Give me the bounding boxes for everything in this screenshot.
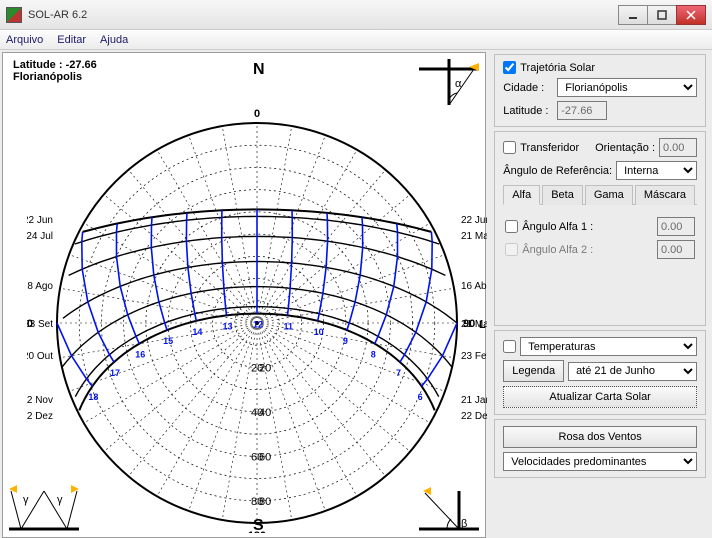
alfa1-field — [657, 217, 695, 236]
svg-text:7: 7 — [396, 368, 401, 378]
svg-text:21 Jan: 21 Jan — [461, 395, 487, 406]
svg-text:18: 18 — [88, 392, 98, 402]
cidade-select[interactable]: Florianópolis — [557, 78, 697, 97]
svg-text:6: 6 — [418, 392, 423, 402]
side-panel: Trajetória Solar Cidade : Florianópolis … — [488, 50, 712, 536]
svg-text:21 Mai: 21 Mai — [461, 231, 487, 242]
svg-text:20 Out: 20 Out — [27, 351, 53, 362]
svg-text:23 Fev: 23 Fev — [461, 351, 487, 362]
svg-text:11: 11 — [284, 321, 294, 331]
minimize-button[interactable] — [618, 5, 648, 25]
svg-text:17: 17 — [110, 368, 120, 378]
ang-ref-select[interactable]: Interna — [616, 161, 697, 180]
svg-text:22 Dez: 22 Dez — [27, 411, 53, 422]
solar-chart: 018090L270O20406080204060806789101112131… — [27, 93, 487, 533]
svg-text:180: 180 — [248, 530, 266, 533]
tab-mascara[interactable]: Máscara — [635, 185, 695, 205]
svg-text:24 Jul: 24 Jul — [27, 231, 53, 242]
titlebar: SOL-AR 6.2 — [0, 0, 712, 30]
svg-text:23 Set: 23 Set — [27, 319, 53, 330]
svg-text:21 Mar: 21 Mar — [461, 319, 487, 330]
legenda-select[interactable]: até 21 de Junho — [568, 362, 697, 381]
group-ventos: Rosa dos Ventos Velocidades predominante… — [494, 419, 706, 478]
latitude-field — [557, 101, 607, 120]
menu-arquivo[interactable]: Arquivo — [6, 34, 43, 46]
temperaturas-select[interactable]: Temperaturas — [520, 337, 697, 356]
svg-text:10: 10 — [314, 327, 324, 337]
svg-text:13: 13 — [222, 321, 232, 331]
maximize-button[interactable] — [647, 5, 677, 25]
svg-text:22 Jun: 22 Jun — [461, 215, 487, 226]
chart-pane: Latitude : -27.66 Florianópolis N S α — [2, 52, 486, 538]
atualizar-button[interactable]: Atualizar Carta Solar — [503, 386, 697, 408]
temperaturas-checkbox[interactable] — [503, 340, 516, 353]
svg-text:9: 9 — [343, 336, 348, 346]
orientacao-label: Orientação : — [595, 142, 655, 154]
tab-beta[interactable]: Beta — [542, 185, 583, 205]
velocidades-select[interactable]: Velocidades predominantes — [503, 452, 697, 471]
menu-ajuda[interactable]: Ajuda — [100, 34, 128, 46]
alfa1-label: Ângulo Alfa 1 : — [522, 221, 653, 233]
tab-gama[interactable]: Gama — [585, 185, 633, 205]
close-button[interactable] — [676, 5, 706, 25]
svg-text:14: 14 — [192, 327, 202, 337]
svg-text:8: 8 — [371, 350, 376, 360]
alfa1-checkbox[interactable] — [505, 220, 518, 233]
svg-text:α: α — [455, 78, 462, 90]
window-buttons — [619, 5, 706, 25]
svg-text:40: 40 — [251, 407, 263, 419]
svg-text:12: 12 — [253, 320, 263, 330]
svg-text:22 Jun: 22 Jun — [27, 215, 53, 226]
orientacao-field — [659, 138, 697, 157]
svg-text:22 Nov: 22 Nov — [27, 395, 53, 406]
latitude-label: Latitude : — [503, 105, 553, 117]
group-temperaturas: Temperaturas Legenda até 21 de Junho Atu… — [494, 330, 706, 415]
svg-text:15: 15 — [163, 336, 173, 346]
svg-text:0: 0 — [254, 108, 260, 120]
window-title: SOL-AR 6.2 — [28, 9, 619, 21]
rosa-ventos-button[interactable]: Rosa dos Ventos — [503, 426, 697, 448]
svg-text:20: 20 — [251, 362, 263, 374]
app-icon — [6, 7, 22, 23]
transferidor-checkbox[interactable] — [503, 141, 516, 154]
ang-ref-label: Ângulo de Referência: — [503, 165, 612, 177]
svg-text:60: 60 — [251, 451, 263, 463]
alfa2-label: Ângulo Alfa 2 : — [522, 244, 653, 256]
alfa2-field — [657, 240, 695, 259]
angle-tabs: Alfa Beta Gama Máscara — [503, 184, 697, 205]
svg-text:16: 16 — [135, 350, 145, 360]
svg-text:80: 80 — [251, 496, 263, 508]
alfa2-checkbox[interactable] — [505, 243, 518, 256]
transferidor-label: Transferidor — [520, 142, 591, 154]
menu-editar[interactable]: Editar — [57, 34, 86, 46]
svg-text:28 Ago: 28 Ago — [27, 281, 53, 292]
trajetoria-checkbox[interactable] — [503, 61, 516, 74]
lat-city-label: Latitude : -27.66 Florianópolis — [13, 59, 97, 83]
tab-alfa[interactable]: Alfa — [503, 185, 540, 205]
svg-text:22 Dez: 22 Dez — [461, 411, 487, 422]
group-transferidor: Transferidor Orientação : Ângulo de Refe… — [494, 131, 706, 326]
cidade-label: Cidade : — [503, 82, 553, 94]
legenda-button[interactable]: Legenda — [503, 360, 564, 382]
group-trajetoria: Trajetória Solar Cidade : Florianópolis … — [494, 54, 706, 127]
trajetoria-label: Trajetória Solar — [520, 62, 595, 74]
svg-text:16 Abr: 16 Abr — [461, 281, 487, 292]
menubar: Arquivo Editar Ajuda — [0, 30, 712, 50]
compass-n: N — [253, 61, 265, 79]
